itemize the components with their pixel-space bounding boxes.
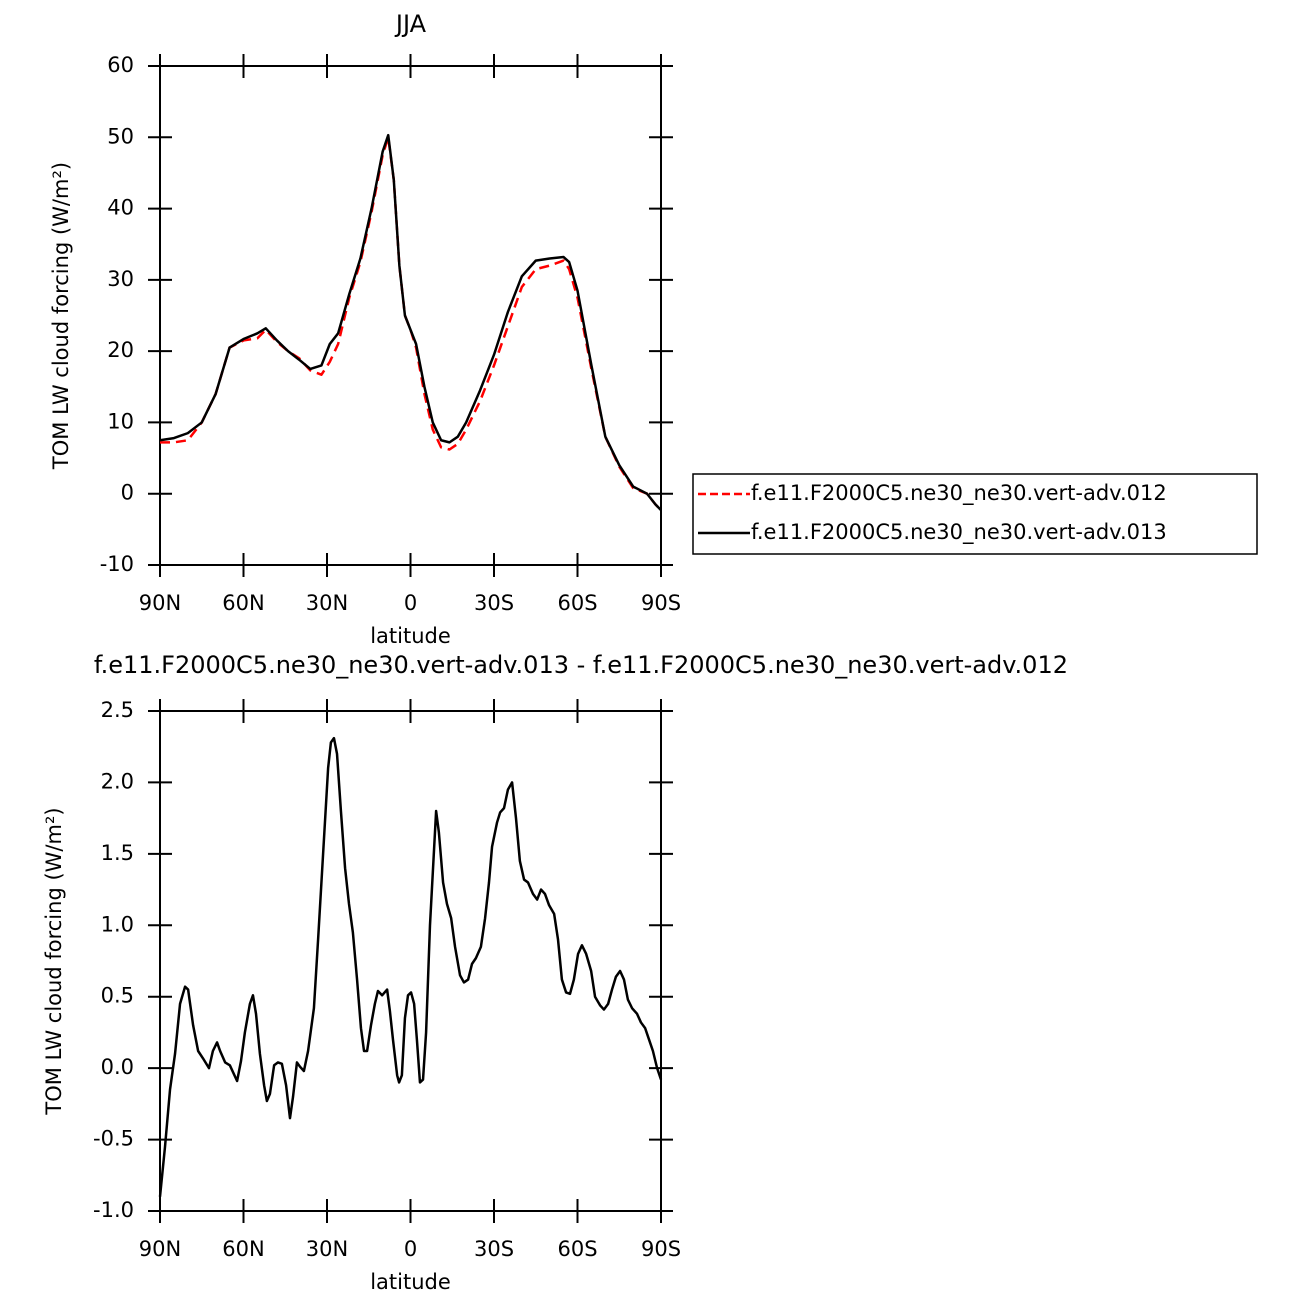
x-axis-label: latitude xyxy=(370,624,451,648)
plot-frame xyxy=(159,65,662,566)
y-tick-label: 30 xyxy=(107,267,134,291)
x-tick-label: 30S xyxy=(474,1237,514,1261)
x-tick-label: 30N xyxy=(306,591,348,615)
x-tick-label: 30N xyxy=(306,1237,348,1261)
legend-box xyxy=(692,473,1258,555)
line-series xyxy=(159,133,662,511)
y-tick-label: 10 xyxy=(107,409,134,433)
y-tick-label: 0.5 xyxy=(101,984,134,1008)
x-tick-label: 0 xyxy=(404,591,417,615)
y-tick-label: 50 xyxy=(107,124,134,148)
x-tick-label: 60N xyxy=(222,591,264,615)
y-tick-label: 2.0 xyxy=(101,769,134,793)
line-series xyxy=(160,136,662,511)
y-axis-label: TOM LW cloud forcing (W/m²) xyxy=(42,807,66,1115)
y-tick-label: 40 xyxy=(107,196,134,220)
y-tick-label: -0.5 xyxy=(93,1127,134,1151)
x-tick-label: 90N xyxy=(139,1237,181,1261)
y-tick-label: -1.0 xyxy=(93,1198,134,1222)
y-tick-label: 0.0 xyxy=(101,1055,134,1079)
y-tick-label: 0 xyxy=(121,481,134,505)
y-tick-label: 1.0 xyxy=(101,912,134,936)
x-tick-label: 60S xyxy=(557,1237,597,1261)
chart-title: f.e11.F2000C5.ne30_ne30.vert-adv.013 - f… xyxy=(94,651,1068,679)
x-tick-label: 90S xyxy=(641,591,681,615)
plot-frame xyxy=(159,710,662,1212)
chart-title: JJA xyxy=(394,10,427,38)
y-axis-label: TOM LW cloud forcing (W/m²) xyxy=(49,162,73,470)
x-tick-label: 60S xyxy=(557,591,597,615)
x-axis-label: latitude xyxy=(370,1270,451,1294)
x-tick-label: 30S xyxy=(474,591,514,615)
line-series xyxy=(158,736,663,1197)
y-tick-label: 1.5 xyxy=(101,841,134,865)
y-tick-label: 60 xyxy=(107,53,134,77)
y-tick-label: 20 xyxy=(107,338,134,362)
x-tick-label: 90S xyxy=(641,1237,681,1261)
legend-label: f.e11.F2000C5.ne30_ne30.vert-adv.012 xyxy=(751,481,1167,506)
y-tick-label: 2.5 xyxy=(101,698,134,722)
x-tick-label: 0 xyxy=(404,1237,417,1261)
x-tick-label: 60N xyxy=(222,1237,264,1261)
y-tick-label: -10 xyxy=(100,552,134,576)
legend-label: f.e11.F2000C5.ne30_ne30.vert-adv.013 xyxy=(751,520,1167,545)
x-tick-label: 90N xyxy=(139,591,181,615)
